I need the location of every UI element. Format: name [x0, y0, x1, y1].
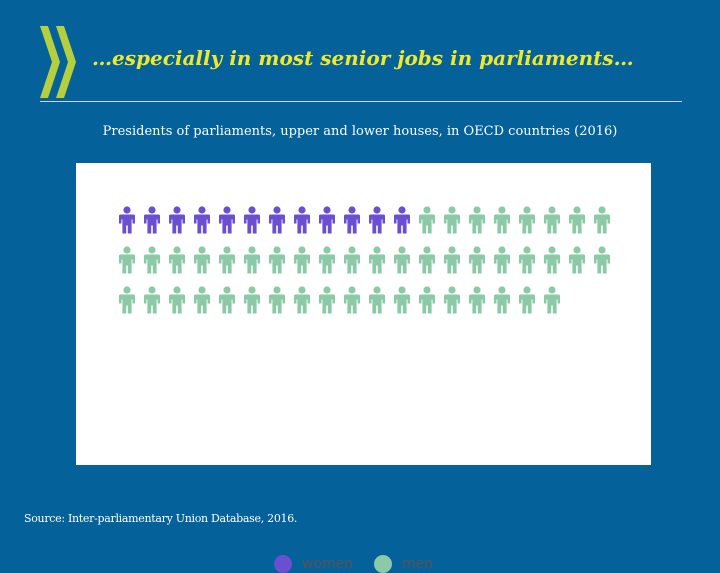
person-icon-men: [494, 206, 510, 234]
person-icon-men: [244, 246, 260, 274]
person-icon-women: [394, 206, 410, 234]
person-icon-men: [144, 286, 160, 314]
person-icon-men: [119, 246, 135, 274]
person-icon-men: [419, 206, 435, 234]
person-icon-women: [144, 206, 160, 234]
person-icon-women: [244, 206, 260, 234]
person-icon-men: [294, 246, 310, 274]
person-icon-men: [344, 246, 360, 274]
person-icon-men: [244, 286, 260, 314]
person-icon-men: [544, 206, 560, 234]
person-icon-men: [219, 246, 235, 274]
person-icon-men: [269, 286, 285, 314]
person-icon-men: [119, 286, 135, 314]
legend-swatch-men: [374, 555, 392, 573]
person-icon-women: [294, 206, 310, 234]
person-icon-men: [144, 246, 160, 274]
person-icon-men: [519, 246, 535, 274]
person-icon-women: [319, 206, 335, 234]
oecd-logo: [40, 26, 76, 98]
person-icon-men: [469, 246, 485, 274]
person-icon-men: [469, 206, 485, 234]
person-icon-women: [269, 206, 285, 234]
person-icon-women: [369, 206, 385, 234]
person-icon-men: [594, 206, 610, 234]
legend-label-men: men: [402, 556, 434, 572]
source-note: Source: Inter-parliamentary Union Databa…: [24, 512, 298, 525]
person-icon-men: [444, 286, 460, 314]
person-icon-men: [369, 286, 385, 314]
legend-item-women: women: [274, 555, 353, 573]
person-icon-men: [194, 246, 210, 274]
person-icon-men: [169, 286, 185, 314]
person-icon-men: [494, 246, 510, 274]
person-icon-men: [444, 206, 460, 234]
person-icon-men: [569, 206, 585, 234]
person-icon-men: [419, 246, 435, 274]
person-icon-men: [194, 286, 210, 314]
chart-panel: women men: [76, 163, 651, 573]
person-icon-men: [544, 246, 560, 274]
person-icon-men: [569, 246, 585, 274]
person-icon-men: [469, 286, 485, 314]
slide-title: …especially in most senior jobs in parli…: [92, 46, 634, 70]
person-icon-men: [169, 246, 185, 274]
person-icon-men: [394, 286, 410, 314]
legend-swatch-women: [274, 555, 292, 573]
title-divider: [40, 101, 682, 102]
person-icon-women: [344, 206, 360, 234]
person-icon-men: [219, 286, 235, 314]
person-icon-men: [294, 286, 310, 314]
person-icon-women: [219, 206, 235, 234]
person-icon-women: [119, 206, 135, 234]
legend-item-men: men: [374, 555, 433, 573]
person-icon-men: [519, 286, 535, 314]
person-icon-men: [269, 246, 285, 274]
person-icon-men: [494, 286, 510, 314]
chart-subtitle: Presidents of parliaments, upper and low…: [102, 124, 618, 139]
person-icon-men: [444, 246, 460, 274]
person-icon-men: [419, 286, 435, 314]
person-icon-women: [194, 206, 210, 234]
person-icon-men: [544, 286, 560, 314]
person-icon-men: [369, 246, 385, 274]
person-icon-women: [169, 206, 185, 234]
person-icon-men: [344, 286, 360, 314]
person-icon-men: [394, 246, 410, 274]
person-icon-men: [594, 246, 610, 274]
pictogram-chart: [119, 206, 610, 314]
person-icon-men: [319, 286, 335, 314]
person-icon-men: [319, 246, 335, 274]
person-icon-men: [519, 206, 535, 234]
legend-label-women: women: [302, 556, 354, 572]
